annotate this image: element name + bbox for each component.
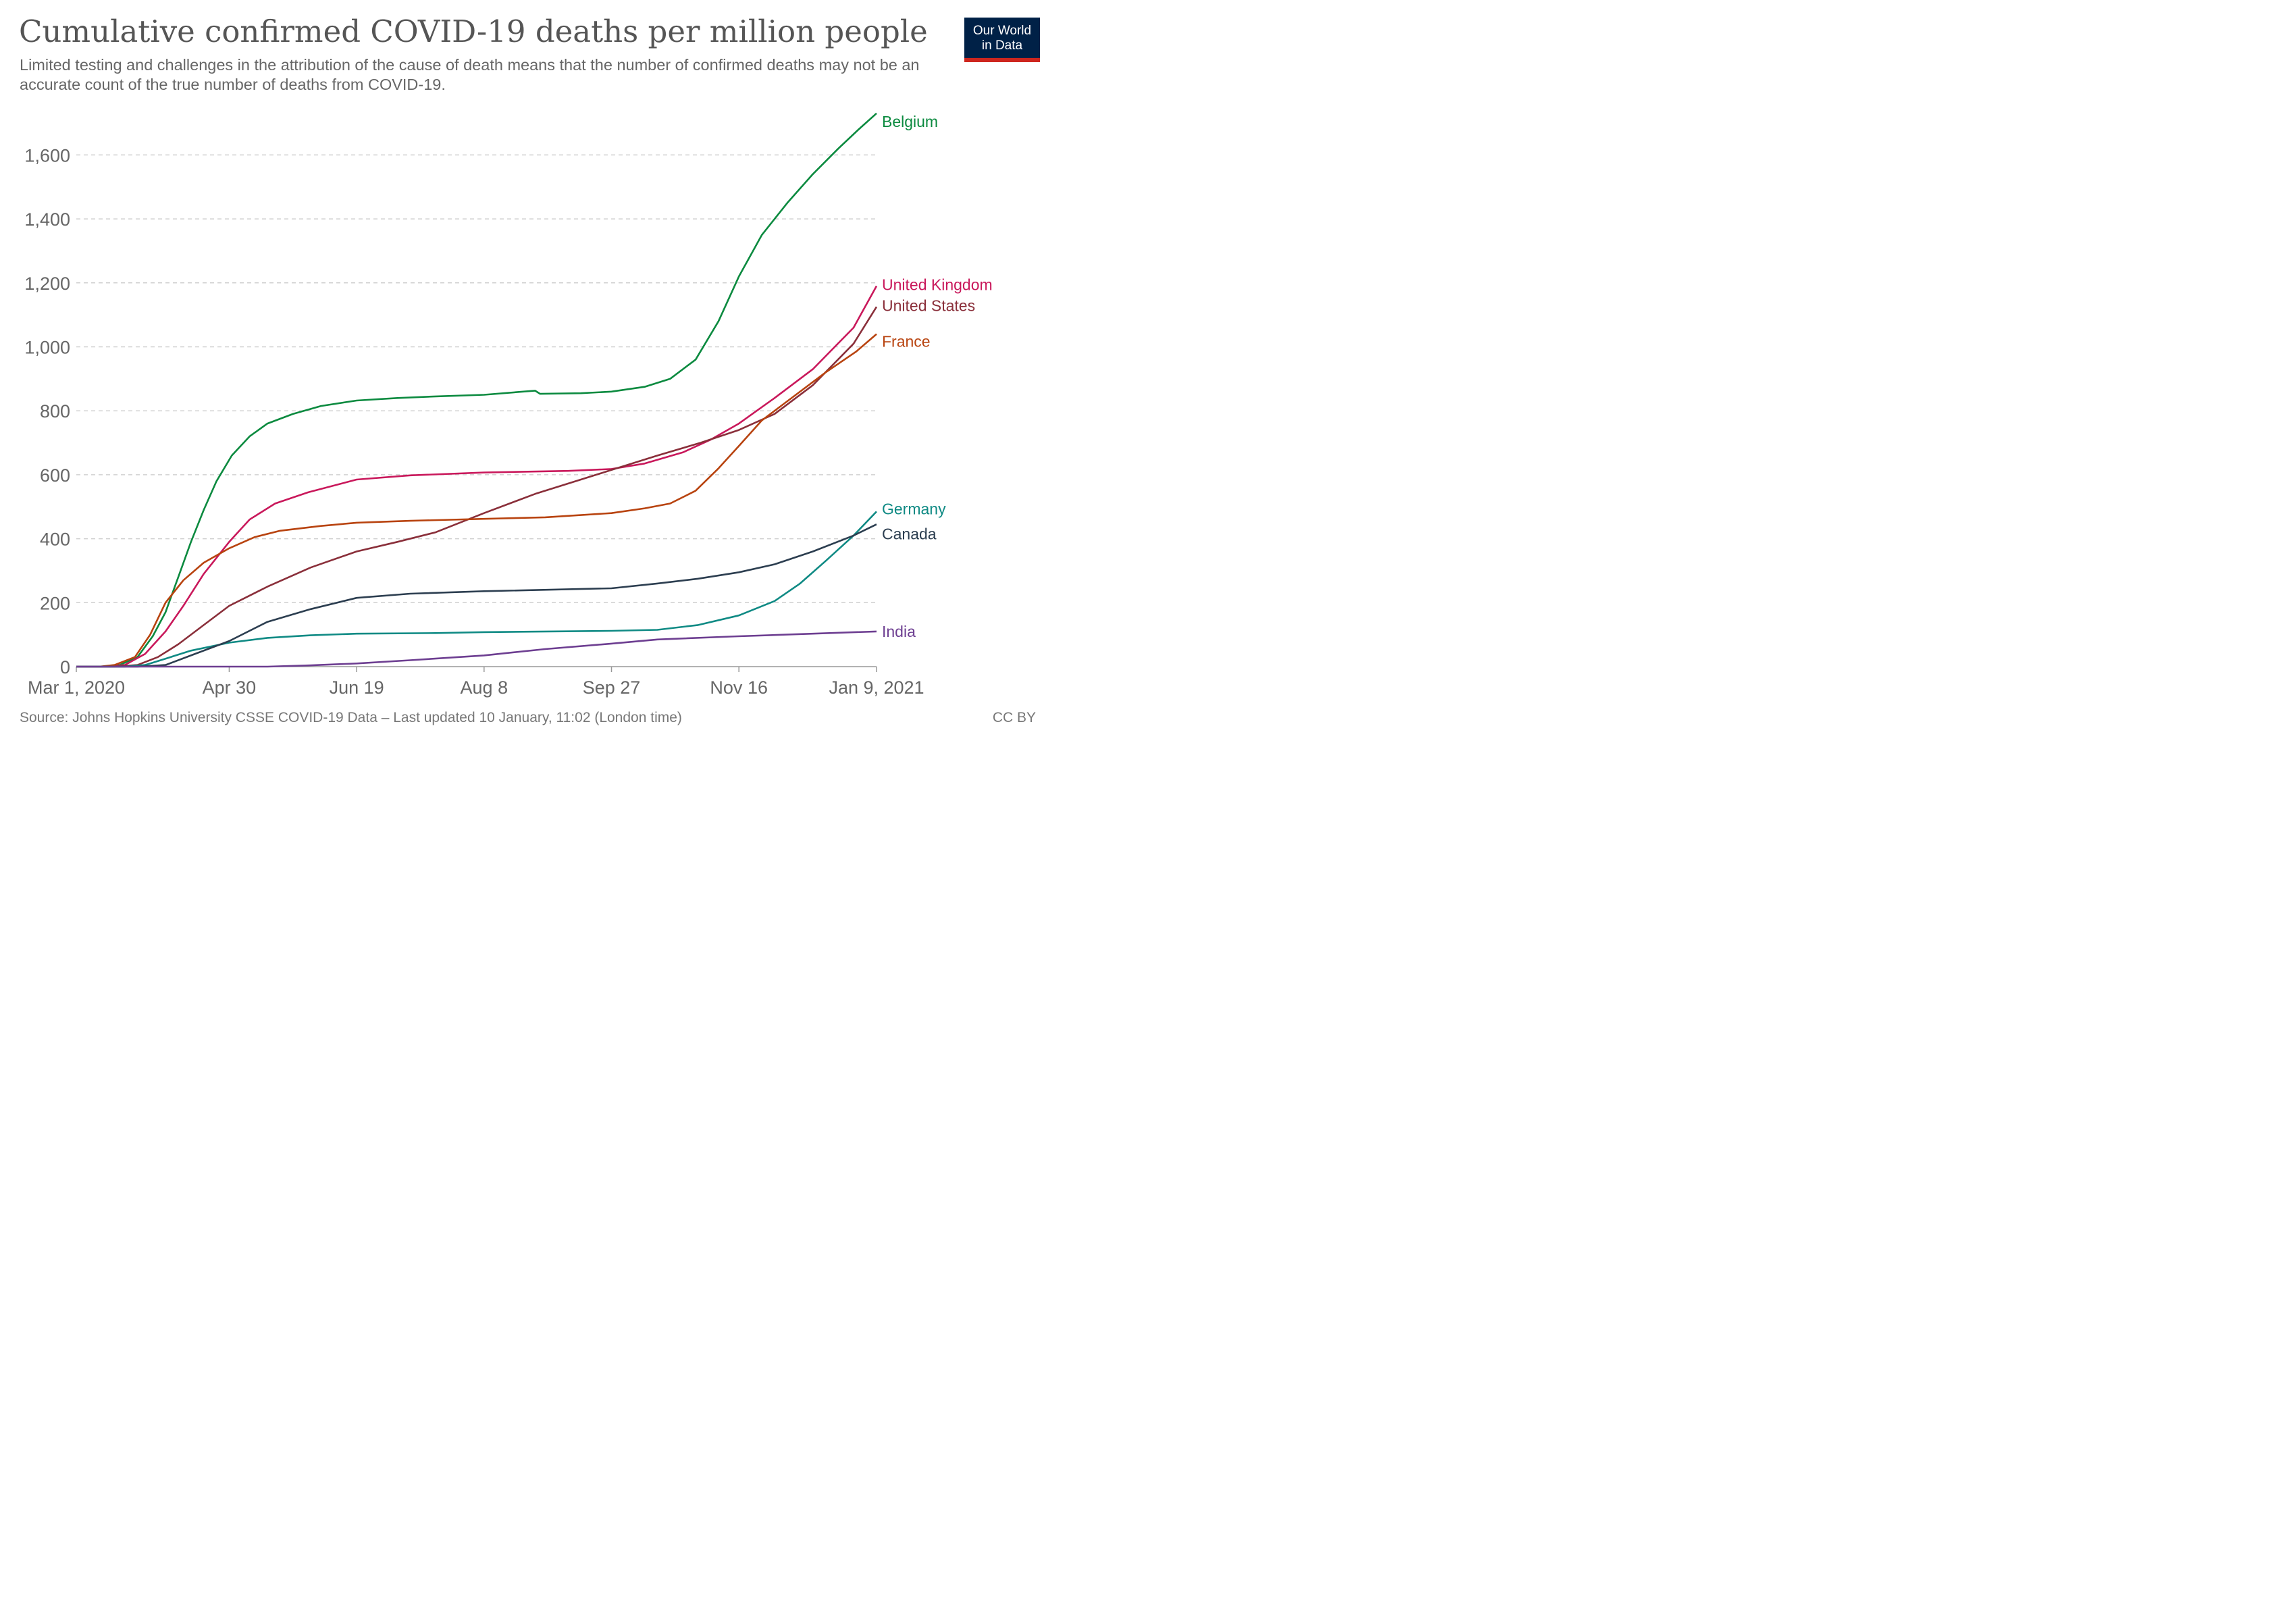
series-label-united-states[interactable]: United States <box>882 297 975 314</box>
x-tick-label: Mar 1, 2020 <box>28 677 125 698</box>
y-tick-label: 1,000 <box>24 338 70 358</box>
series-line-belgium[interactable] <box>76 112 877 668</box>
series-label-united-kingdom[interactable]: United Kingdom <box>882 276 993 294</box>
y-tick-label: 1,200 <box>24 274 70 294</box>
series-label-india[interactable]: India <box>882 623 916 640</box>
series-line-germany[interactable] <box>76 511 877 668</box>
y-tick-label: 600 <box>40 465 70 486</box>
series-lines <box>76 112 878 668</box>
x-tick-label: Jun 19 <box>330 677 384 698</box>
series-label-germany[interactable]: Germany <box>882 500 946 517</box>
x-tick-label: Aug 8 <box>461 677 508 698</box>
series-line-united-kingdom[interactable] <box>76 285 878 668</box>
y-tick-label: 1,600 <box>24 145 70 165</box>
logo-line-2: in Data <box>981 38 1023 53</box>
line-chart: 0 200 400 600 800 1,000 1,200 1,400 1,600 Mar 1, … <box>24 112 993 698</box>
series-label-belgium[interactable]: Belgium <box>882 113 938 130</box>
owid-logo[interactable]: Our World in Data <box>964 18 1040 62</box>
series-line-united-states[interactable] <box>76 306 878 668</box>
x-tick-label: Sep 27 <box>583 677 641 698</box>
series-label-canada[interactable]: Canada <box>882 525 937 542</box>
x-tick-label: Nov 16 <box>710 677 768 698</box>
y-tick-label: 200 <box>40 593 70 613</box>
x-tick-label: Jan 9, 2021 <box>829 677 924 698</box>
license-link[interactable]: CC BY <box>992 710 1036 725</box>
logo-line-1: Our World <box>972 24 1032 38</box>
series-line-france[interactable] <box>76 333 877 668</box>
series-line-canada[interactable] <box>76 523 877 668</box>
y-tick-label: 1,400 <box>24 209 70 230</box>
series-line-india[interactable] <box>76 630 877 668</box>
chart-subtitle: Limited testing and challenges in the at… <box>20 56 920 93</box>
chart-title: Cumulative confirmed COVID-19 deaths per… <box>19 14 928 49</box>
x-tick-label: Apr 30 <box>203 677 257 698</box>
series-labels: Belgium United Kingdom United States France… <box>882 113 993 640</box>
source-note: Source: Johns Hopkins University CSSE CO… <box>20 710 682 725</box>
y-tick-label: 0 <box>60 657 70 677</box>
grid-lines <box>76 154 877 604</box>
y-tick-label: 400 <box>40 530 70 550</box>
axes: 0 200 400 600 800 1,000 1,200 1,400 1,600 Mar 1, … <box>24 145 924 698</box>
y-tick-label: 800 <box>40 401 70 421</box>
series-label-france[interactable]: France <box>882 333 931 351</box>
